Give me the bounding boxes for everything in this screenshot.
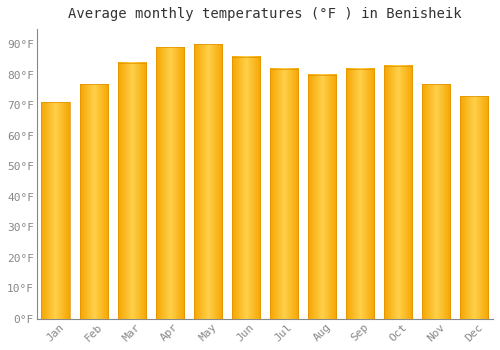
Title: Average monthly temperatures (°F ) in Benisheik: Average monthly temperatures (°F ) in Be…	[68, 7, 462, 21]
